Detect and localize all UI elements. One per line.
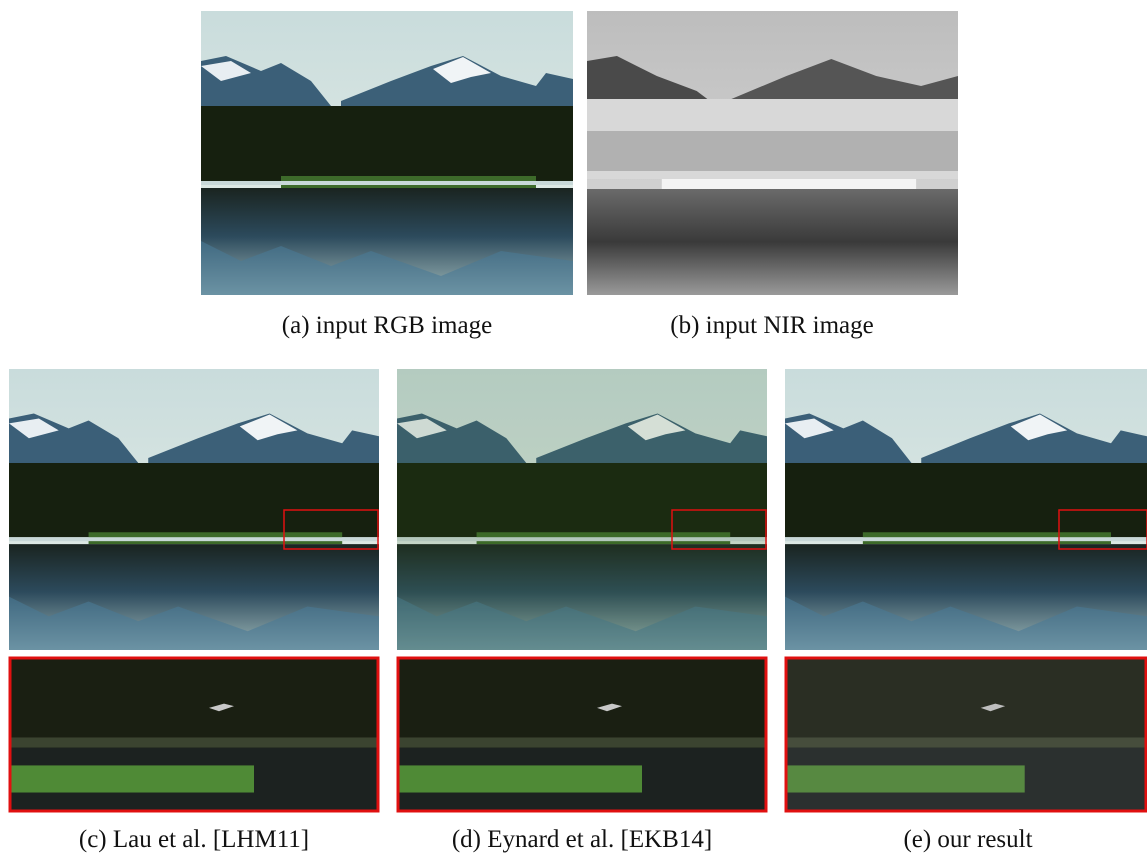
caption: (c) Lau et al. [LHM11] [79,826,309,853]
rgb-image [201,11,573,295]
caption: (a) input RGB image [282,312,492,339]
result-ours [785,369,1147,812]
result-lau [9,369,379,812]
caption: (e) our result [903,826,1032,853]
caption: (d) Eynard et al. [EKB14] [452,826,712,853]
caption: (b) input NIR image [670,312,873,339]
result-eynard [397,369,767,812]
figure: (a) input RGB image (b) input NIR image … [0,0,1147,859]
page: (a) input RGB image (b) input NIR image … [0,0,1147,859]
nir-image [587,11,958,295]
